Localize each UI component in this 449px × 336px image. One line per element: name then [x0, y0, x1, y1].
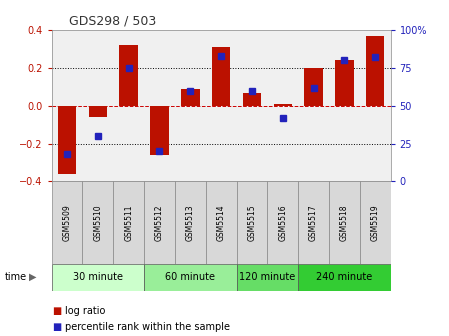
Bar — [304, 68, 323, 106]
Bar — [113, 181, 144, 264]
Text: ▶: ▶ — [29, 272, 37, 282]
Bar — [243, 93, 261, 106]
Bar — [52, 264, 144, 291]
Text: GSM5509: GSM5509 — [62, 204, 71, 241]
Bar — [175, 181, 206, 264]
Text: GSM5511: GSM5511 — [124, 204, 133, 241]
Bar — [273, 104, 292, 106]
Bar — [144, 181, 175, 264]
Bar — [144, 264, 237, 291]
Text: GDS298 / 503: GDS298 / 503 — [69, 15, 156, 28]
Text: 60 minute: 60 minute — [165, 272, 216, 282]
Bar — [83, 181, 113, 264]
Bar — [58, 106, 76, 174]
Bar — [335, 60, 354, 106]
Bar — [52, 181, 83, 264]
Text: ■: ■ — [52, 306, 61, 316]
Text: GSM5515: GSM5515 — [247, 204, 256, 241]
Text: 120 minute: 120 minute — [239, 272, 295, 282]
Text: GSM5519: GSM5519 — [371, 204, 380, 241]
Bar — [267, 181, 298, 264]
Text: 240 minute: 240 minute — [316, 272, 373, 282]
Bar — [237, 181, 267, 264]
Bar — [181, 89, 199, 106]
Text: GSM5516: GSM5516 — [278, 204, 287, 241]
Text: GSM5517: GSM5517 — [309, 204, 318, 241]
Text: GSM5512: GSM5512 — [155, 204, 164, 241]
Bar — [119, 45, 138, 106]
Bar — [329, 181, 360, 264]
Bar — [360, 181, 391, 264]
Bar — [206, 181, 237, 264]
Bar — [88, 106, 107, 117]
Text: GSM5518: GSM5518 — [340, 204, 349, 241]
Text: log ratio: log ratio — [65, 306, 106, 316]
Bar — [298, 264, 391, 291]
Text: GSM5513: GSM5513 — [186, 204, 195, 241]
Bar — [366, 36, 384, 106]
Bar — [298, 181, 329, 264]
Text: time: time — [4, 272, 26, 282]
Text: GSM5510: GSM5510 — [93, 204, 102, 241]
Text: 30 minute: 30 minute — [73, 272, 123, 282]
Bar — [212, 47, 230, 106]
Bar — [150, 106, 169, 155]
Text: GSM5514: GSM5514 — [216, 204, 226, 241]
Text: percentile rank within the sample: percentile rank within the sample — [65, 322, 230, 332]
Bar — [237, 264, 298, 291]
Text: ■: ■ — [52, 322, 61, 332]
